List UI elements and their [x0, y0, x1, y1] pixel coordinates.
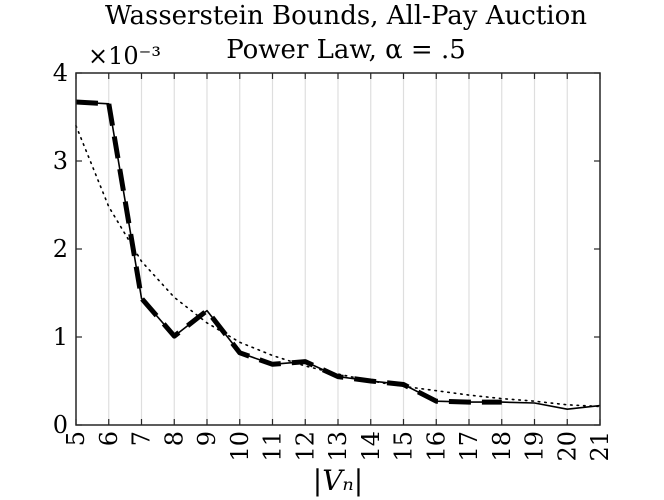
x-tick-label: 15	[390, 431, 418, 462]
x-tick-label: 9	[193, 431, 221, 446]
x-tick-label: 10	[226, 431, 254, 462]
x-tick-label: 12	[291, 431, 319, 462]
y-tick-label: 1	[53, 323, 68, 351]
chart-title-line-1: Wasserstein Bounds, All-Pay Auction	[105, 1, 587, 31]
y-tick-label: 0	[53, 411, 68, 439]
y-tick-label: 4	[53, 59, 68, 87]
y-tick-labels: 0 1 2 3 4	[53, 59, 68, 439]
x-tick-label: 14	[357, 431, 385, 462]
axis-ticks	[75, 72, 601, 426]
chart-title-line-2: Power Law, α = .5	[226, 35, 466, 65]
y-tick-label: 2	[53, 235, 68, 263]
x-tick-label: 7	[128, 431, 156, 446]
x-tick-label: 19	[521, 431, 549, 462]
x-tick-label: 5	[62, 431, 90, 446]
x-tick-label: 16	[422, 431, 450, 462]
y-exponent-label: ×10⁻³	[88, 42, 161, 70]
plot-series	[75, 99, 601, 411]
grid-lines	[108, 73, 568, 425]
x-tick-label: 13	[324, 431, 352, 462]
x-tick-label: 20	[553, 431, 581, 462]
x-tick-labels: 5 6 7 8 9 10 11 12 13 14 15 16 17 18 19 20 21	[62, 431, 614, 462]
y-tick-label: 3	[53, 147, 68, 175]
series-line-dashed	[75, 99, 502, 405]
x-tick-label: 18	[488, 431, 516, 462]
x-tick-label: 8	[160, 431, 188, 446]
x-tick-label: 17	[455, 431, 483, 462]
x-tick-label: 11	[259, 431, 287, 462]
chart-title: Wasserstein Bounds, All-Pay Auction Powe…	[105, 1, 587, 65]
series-line-dotted	[75, 125, 601, 408]
x-tick-label: 6	[95, 431, 123, 446]
x-axis-label: |Vₙ|	[313, 464, 363, 497]
x-tick-label: 21	[586, 431, 614, 462]
